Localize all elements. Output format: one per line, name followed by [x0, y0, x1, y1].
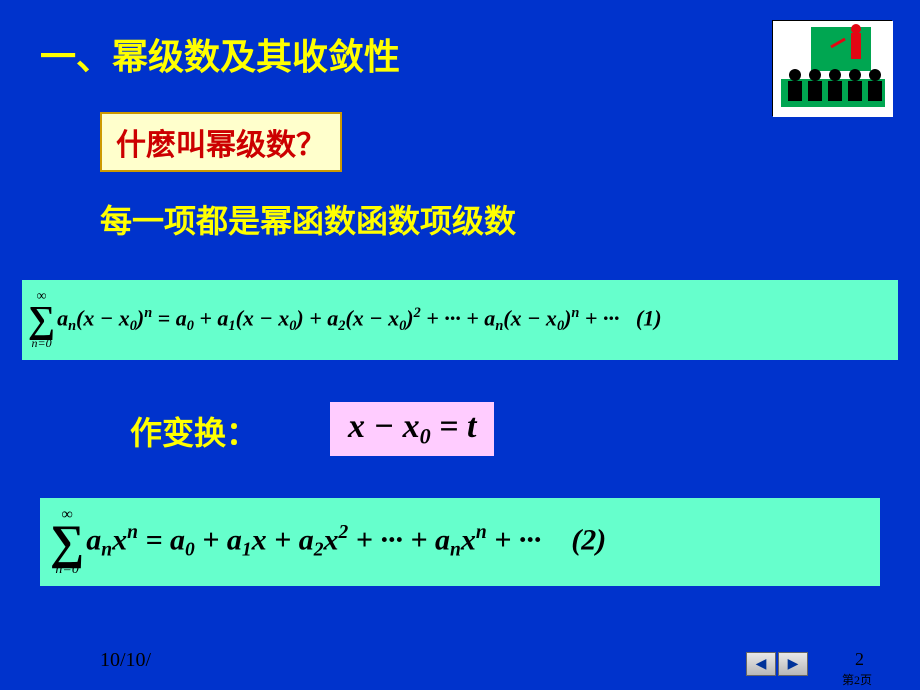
sigma-lower: n=0	[31, 336, 51, 351]
footer-page-number: 2	[855, 649, 864, 670]
nav-buttons: ◀ ▶	[746, 652, 808, 676]
footer-date: 10/10/	[100, 649, 151, 672]
sigma-lower: n=0	[55, 562, 78, 578]
transform-expression: x − x0 = t	[330, 402, 494, 456]
teacher-classroom-icon	[772, 20, 892, 116]
footer-page-label: 第2页	[842, 671, 872, 688]
sigma-glyph: ∑	[50, 524, 84, 562]
question-box: 什麽叫幂级数？	[100, 112, 342, 172]
sigma-symbol: ∞ ∑ n=0	[28, 289, 55, 350]
sigma-glyph: ∑	[28, 305, 55, 335]
nav-prev-button[interactable]: ◀	[746, 652, 776, 676]
equation-2-box: ∞ ∑ n=0 anxn = a0 + a1x + a2x2 + ··· + a…	[40, 498, 880, 586]
section-heading: 一、幂级数及其收敛性	[40, 28, 400, 80]
equation-1-box: ∞ ∑ n=0 an(x − x0)n = a0 + a1(x − x0) + …	[22, 280, 898, 360]
subtitle: 每一项都是幂函数函数项级数	[100, 196, 516, 242]
equation-1-body: an(x − x0)n = a0 + a1(x − x0) + a2(x − x…	[57, 305, 661, 335]
equation-2-body: anxn = a0 + a1x + a2x2 + ··· + anxn + ··…	[86, 522, 606, 562]
nav-next-button[interactable]: ▶	[778, 652, 808, 676]
transform-label: 作变换：	[130, 408, 258, 454]
sigma-symbol: ∞ ∑ n=0	[50, 506, 84, 578]
